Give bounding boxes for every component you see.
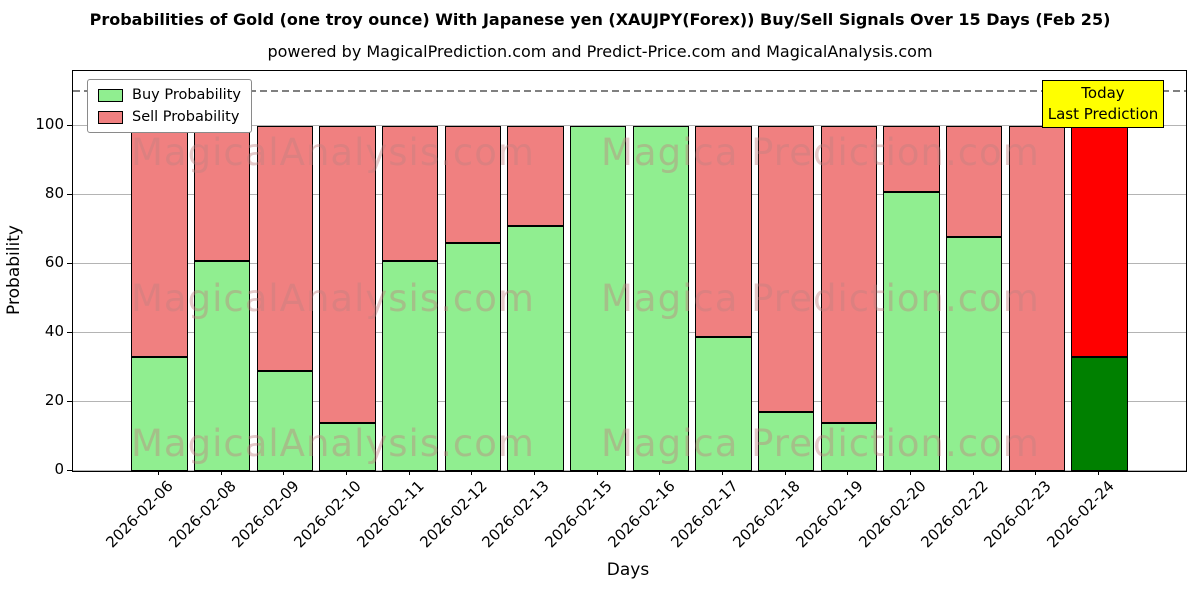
plot-area: Buy Probability Sell Probability Magical… xyxy=(72,70,1187,472)
bar-buy-segment xyxy=(381,260,439,471)
y-tick-label: 80 xyxy=(44,184,64,203)
watermark-text: Magica Prediction.com xyxy=(601,131,1040,174)
watermark-text: Magica Prediction.com xyxy=(601,277,1040,320)
bar-sell-segment xyxy=(883,126,940,192)
legend-item-sell: Sell Probability xyxy=(98,109,241,125)
bar-buy-segment xyxy=(131,357,188,471)
bar-sell-segment xyxy=(758,126,815,413)
bar-buy-segment xyxy=(883,191,940,471)
y-tick-mark xyxy=(67,470,72,471)
x-tick-mark xyxy=(533,471,535,475)
bar-buy-segment xyxy=(319,422,376,471)
x-tick-mark xyxy=(283,471,285,475)
legend: Buy Probability Sell Probability xyxy=(87,79,252,133)
gridline xyxy=(73,470,1186,471)
legend-label-sell: Sell Probability xyxy=(132,109,240,125)
x-tick-mark xyxy=(722,471,724,475)
y-tick-mark xyxy=(67,263,72,265)
bar-buy-segment xyxy=(256,371,313,471)
bar-sell-segment xyxy=(1071,126,1128,358)
x-tick-mark xyxy=(847,471,849,475)
today-annotation-line1: Today xyxy=(1081,84,1125,102)
bar-buy-segment xyxy=(1071,357,1128,471)
bar-sell-segment xyxy=(131,126,188,358)
x-tick-mark xyxy=(910,471,912,475)
x-tick-mark xyxy=(972,471,974,475)
y-tick-mark xyxy=(67,401,72,403)
bar-buy-segment xyxy=(946,236,1003,471)
x-tick-mark xyxy=(1098,471,1100,475)
bar-sell-segment xyxy=(946,126,1003,237)
y-tick-mark xyxy=(67,332,72,334)
bar-buy-segment xyxy=(695,336,752,471)
bar-sell-segment xyxy=(444,126,501,244)
sell-color-swatch xyxy=(98,110,123,124)
x-tick-mark xyxy=(596,471,598,475)
chart-title: Probabilities of Gold (one troy ounce) W… xyxy=(89,10,1111,29)
x-tick-mark xyxy=(157,471,159,475)
buy-color-swatch xyxy=(98,88,123,102)
gridline xyxy=(73,263,1186,265)
y-tick-mark xyxy=(67,194,72,196)
bar-sell-segment xyxy=(193,126,251,261)
bar-sell-segment xyxy=(319,126,376,423)
gridline xyxy=(73,401,1186,403)
x-tick-mark xyxy=(220,471,222,475)
today-annotation: Today Last Prediction xyxy=(1042,80,1164,128)
watermark-text: MagicalAnalysis.com xyxy=(131,422,535,465)
x-tick-mark xyxy=(784,471,786,475)
bar-buy-segment xyxy=(569,126,627,471)
legend-item-buy: Buy Probability xyxy=(98,87,241,103)
x-axis-label: Days xyxy=(606,560,650,580)
gridline xyxy=(73,332,1186,334)
watermark-text: MagicalAnalysis.com xyxy=(131,131,535,174)
watermark-text: MagicalAnalysis.com xyxy=(131,277,535,320)
bar-sell-segment xyxy=(507,126,564,227)
bar-sell-segment xyxy=(381,126,439,261)
y-tick-label: 60 xyxy=(44,253,64,272)
bar-sell-segment xyxy=(695,126,752,337)
gridline xyxy=(73,125,1186,127)
gridline xyxy=(73,194,1186,196)
y-tick-label: 20 xyxy=(44,391,64,410)
bar-buy-segment xyxy=(193,260,251,471)
bar-buy-segment xyxy=(758,412,815,471)
today-annotation-line2: Last Prediction xyxy=(1047,105,1159,123)
bar-sell-segment xyxy=(1008,126,1066,471)
x-tick-mark xyxy=(659,471,661,475)
y-tick-label: 40 xyxy=(44,322,64,341)
chart-subtitle: powered by MagicalPrediction.com and Pre… xyxy=(267,42,933,61)
bar-buy-segment xyxy=(820,422,878,471)
y-tick-label: 100 xyxy=(35,115,64,134)
x-tick-mark xyxy=(471,471,473,475)
bar-buy-segment xyxy=(632,126,690,471)
bar-sell-segment xyxy=(256,126,313,371)
y-tick-mark xyxy=(67,125,72,127)
x-tick-mark xyxy=(345,471,347,475)
x-tick-mark xyxy=(1035,471,1037,475)
threshold-dashed-line xyxy=(73,89,1186,92)
y-tick-label: 0 xyxy=(54,460,64,478)
bar-buy-segment xyxy=(444,243,501,471)
legend-label-buy: Buy Probability xyxy=(132,87,241,103)
bar-buy-segment xyxy=(507,226,564,471)
watermark-text: Magica Prediction.com xyxy=(601,422,1040,465)
bar-sell-segment xyxy=(820,126,878,423)
x-tick-mark xyxy=(408,471,410,475)
